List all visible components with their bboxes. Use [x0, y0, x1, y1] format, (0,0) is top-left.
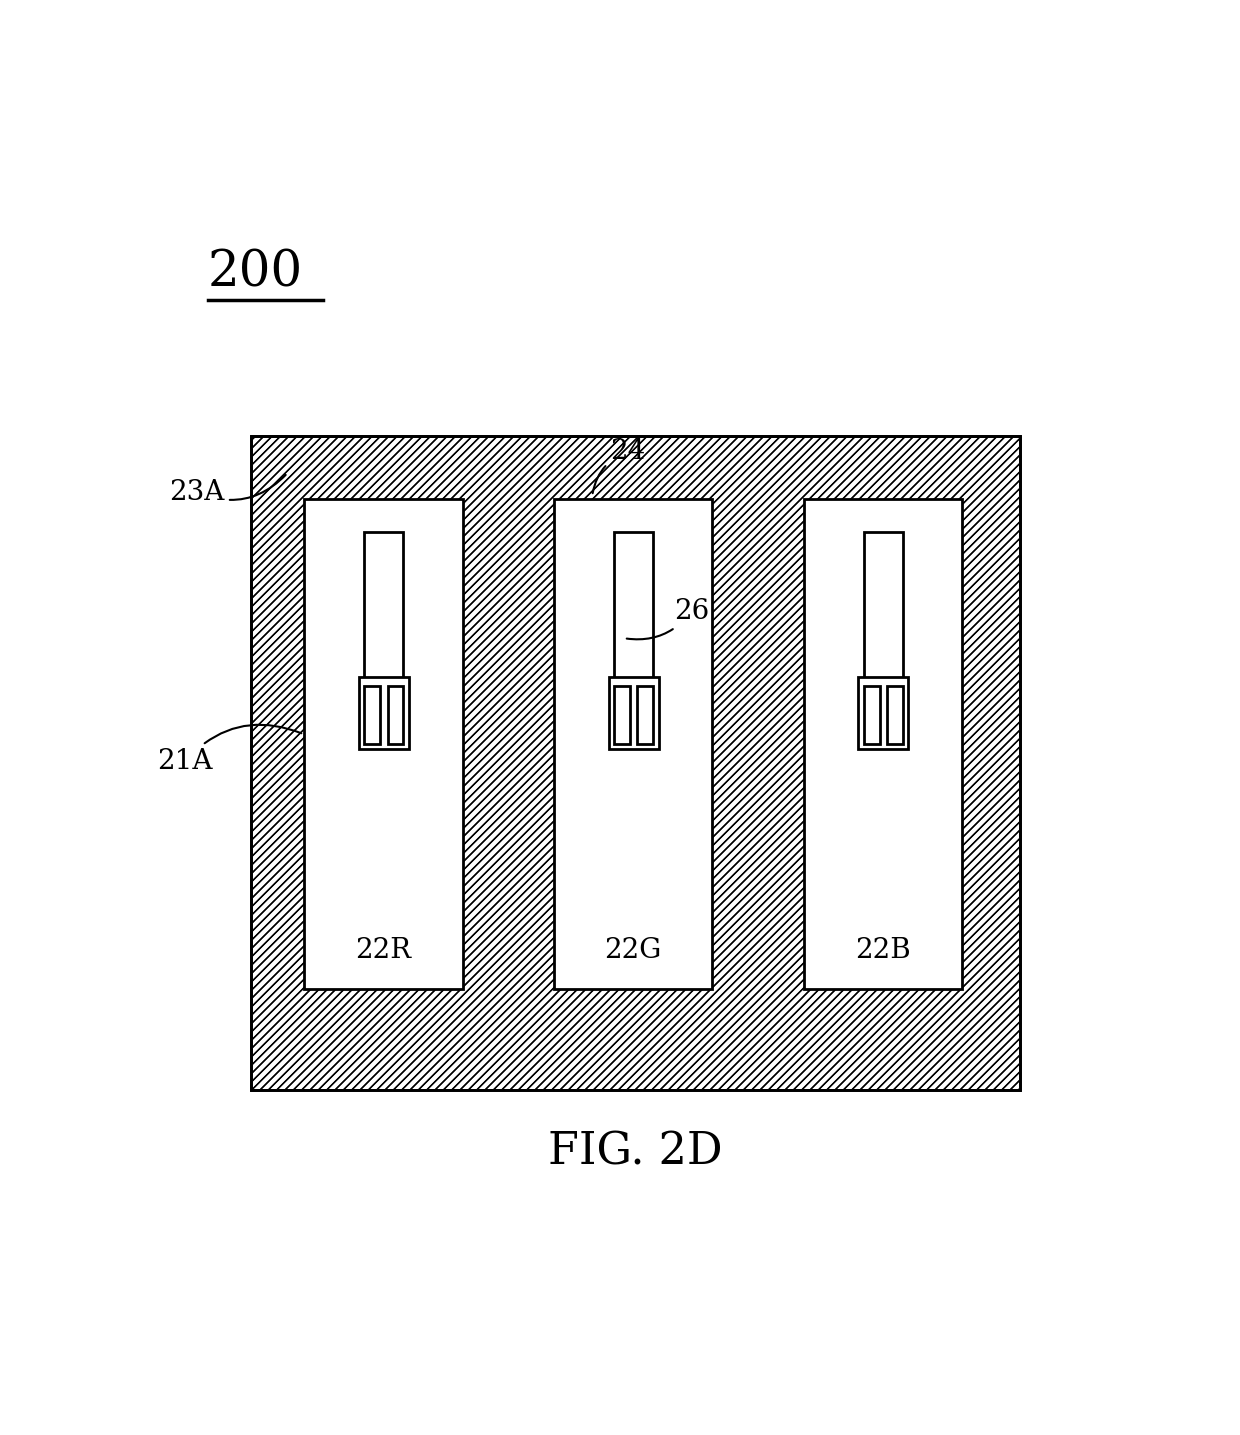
Text: FIG. 2D: FIG. 2D — [548, 1131, 723, 1174]
Bar — [637, 686, 652, 743]
Bar — [858, 677, 909, 749]
Text: 24: 24 — [593, 438, 646, 494]
Bar — [388, 686, 403, 743]
Bar — [888, 686, 903, 743]
Bar — [250, 436, 1021, 1089]
Bar — [554, 499, 712, 989]
Bar — [250, 436, 1021, 1089]
Text: 200: 200 — [208, 248, 303, 297]
Bar — [614, 532, 652, 682]
Text: 22G: 22G — [604, 937, 662, 964]
Bar — [804, 499, 962, 989]
Text: 22R: 22R — [355, 937, 412, 964]
Bar — [609, 677, 658, 749]
Bar — [804, 499, 962, 989]
Bar — [864, 686, 879, 743]
Bar — [304, 499, 463, 989]
Bar — [554, 499, 712, 989]
Bar — [864, 532, 903, 682]
Bar — [365, 532, 403, 682]
Bar — [365, 686, 379, 743]
Text: 26: 26 — [626, 598, 709, 640]
Bar — [250, 436, 1021, 1089]
Bar — [614, 686, 630, 743]
Bar — [358, 677, 409, 749]
Text: 22B: 22B — [856, 937, 911, 964]
Text: 23A: 23A — [169, 475, 285, 505]
Text: 21A: 21A — [157, 725, 301, 775]
Bar — [304, 499, 463, 989]
